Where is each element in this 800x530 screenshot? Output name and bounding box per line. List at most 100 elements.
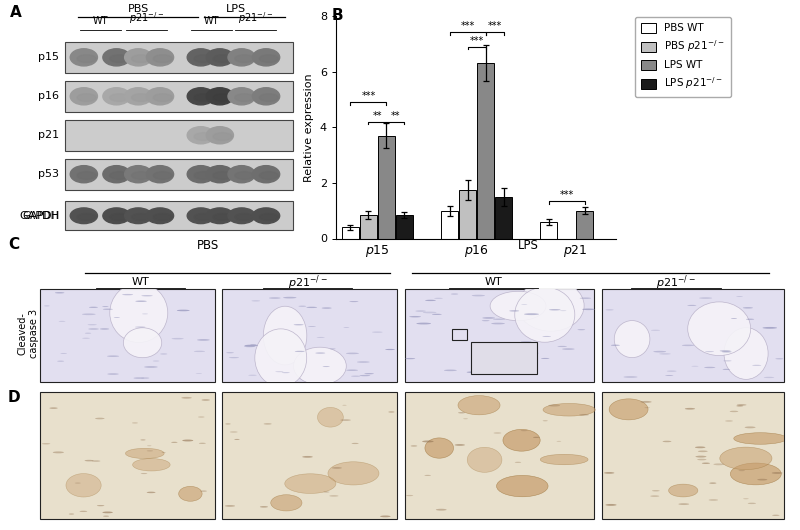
- Circle shape: [524, 313, 539, 315]
- Circle shape: [364, 373, 374, 374]
- Ellipse shape: [253, 49, 280, 66]
- Circle shape: [171, 338, 184, 339]
- Circle shape: [695, 456, 706, 457]
- Circle shape: [306, 307, 317, 308]
- Text: ***: ***: [461, 22, 474, 31]
- Circle shape: [714, 463, 724, 465]
- Circle shape: [722, 369, 730, 370]
- Ellipse shape: [110, 55, 129, 63]
- Circle shape: [88, 329, 99, 330]
- Circle shape: [102, 511, 113, 513]
- Circle shape: [474, 348, 483, 349]
- Circle shape: [738, 470, 745, 471]
- Circle shape: [651, 330, 660, 331]
- Circle shape: [472, 295, 485, 296]
- Circle shape: [153, 360, 159, 361]
- Circle shape: [548, 404, 560, 407]
- Circle shape: [704, 367, 715, 368]
- Text: LPS: LPS: [226, 4, 246, 14]
- Circle shape: [410, 316, 421, 317]
- Ellipse shape: [490, 292, 546, 321]
- Circle shape: [135, 301, 146, 302]
- Bar: [65, 120, 294, 151]
- Bar: [405, 289, 594, 382]
- Circle shape: [322, 307, 332, 308]
- Ellipse shape: [724, 328, 768, 379]
- Ellipse shape: [259, 214, 278, 220]
- Ellipse shape: [259, 94, 278, 102]
- Circle shape: [332, 467, 342, 469]
- Y-axis label: Relative expression: Relative expression: [304, 73, 314, 181]
- Bar: [452, 329, 467, 340]
- Circle shape: [182, 397, 192, 399]
- Text: ***: ***: [487, 22, 502, 31]
- Ellipse shape: [154, 55, 172, 63]
- Circle shape: [79, 511, 87, 512]
- Circle shape: [510, 310, 519, 312]
- Bar: [378, 136, 394, 238]
- Circle shape: [107, 373, 118, 375]
- Ellipse shape: [146, 88, 174, 105]
- Ellipse shape: [125, 208, 152, 224]
- Circle shape: [89, 307, 98, 308]
- Text: $p21^{-/-}$: $p21^{-/-}$: [288, 273, 328, 292]
- Text: PBS: PBS: [128, 4, 149, 14]
- Ellipse shape: [194, 132, 213, 140]
- Text: **: **: [373, 111, 382, 121]
- Circle shape: [264, 423, 272, 425]
- Circle shape: [709, 499, 718, 501]
- Circle shape: [482, 317, 495, 319]
- Ellipse shape: [126, 448, 164, 458]
- Text: $p21^{-/-}$: $p21^{-/-}$: [129, 11, 164, 26]
- Circle shape: [533, 437, 540, 438]
- Circle shape: [97, 505, 104, 506]
- Circle shape: [343, 327, 350, 328]
- Ellipse shape: [178, 487, 202, 501]
- Circle shape: [423, 312, 437, 313]
- Circle shape: [720, 350, 730, 351]
- Circle shape: [85, 460, 94, 462]
- Circle shape: [294, 324, 303, 325]
- Ellipse shape: [518, 280, 584, 331]
- Ellipse shape: [228, 208, 255, 224]
- Ellipse shape: [206, 49, 234, 66]
- Ellipse shape: [187, 49, 214, 66]
- Circle shape: [199, 443, 206, 444]
- Ellipse shape: [125, 166, 152, 183]
- Circle shape: [103, 516, 109, 517]
- Circle shape: [298, 306, 306, 307]
- Text: B: B: [332, 8, 344, 23]
- Text: LPS: LPS: [518, 239, 538, 252]
- Circle shape: [662, 441, 671, 442]
- Circle shape: [340, 419, 351, 421]
- Ellipse shape: [70, 208, 98, 224]
- Circle shape: [425, 475, 431, 476]
- Circle shape: [87, 324, 97, 325]
- Circle shape: [198, 417, 205, 418]
- Circle shape: [234, 439, 240, 440]
- Circle shape: [432, 314, 442, 315]
- Bar: [405, 392, 594, 519]
- Circle shape: [95, 418, 105, 419]
- Ellipse shape: [263, 306, 307, 365]
- Circle shape: [542, 336, 551, 337]
- Circle shape: [416, 323, 431, 324]
- Ellipse shape: [253, 208, 280, 224]
- Circle shape: [611, 344, 620, 346]
- Circle shape: [623, 376, 638, 378]
- Circle shape: [458, 412, 465, 413]
- Ellipse shape: [77, 94, 96, 102]
- Circle shape: [244, 346, 255, 347]
- Bar: [65, 42, 294, 73]
- Circle shape: [226, 352, 234, 353]
- Circle shape: [346, 352, 359, 354]
- Ellipse shape: [66, 474, 101, 497]
- Circle shape: [654, 351, 666, 352]
- Ellipse shape: [194, 172, 213, 179]
- Circle shape: [91, 460, 100, 462]
- Circle shape: [505, 351, 514, 352]
- Text: $p21^{-/-}$: $p21^{-/-}$: [656, 273, 696, 292]
- Circle shape: [665, 375, 674, 376]
- Circle shape: [743, 498, 749, 499]
- Circle shape: [691, 366, 698, 367]
